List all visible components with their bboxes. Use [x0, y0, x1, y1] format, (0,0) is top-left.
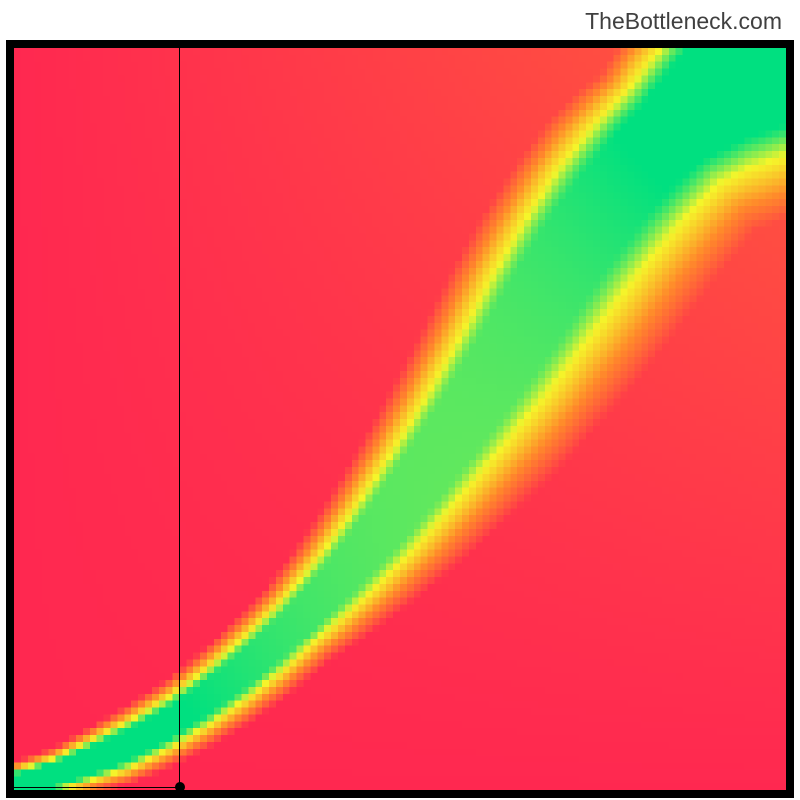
marker-crosshair-horizontal [14, 787, 180, 788]
marker-crosshair-vertical [179, 48, 180, 787]
heatmap-plot-area [14, 48, 786, 790]
chart-container: TheBottleneck.com [0, 0, 800, 800]
source-label: TheBottleneck.com [585, 8, 782, 35]
heatmap-canvas [14, 48, 786, 790]
marker-dot [175, 782, 185, 790]
